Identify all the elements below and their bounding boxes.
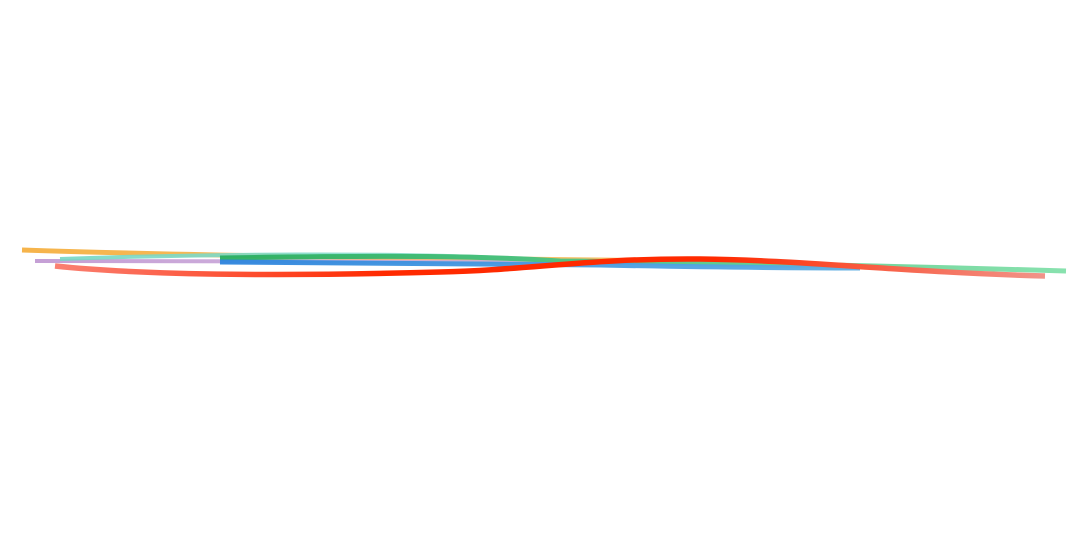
drawing-canvas	[0, 0, 1080, 540]
brush-strokes-drawing	[0, 0, 1080, 540]
